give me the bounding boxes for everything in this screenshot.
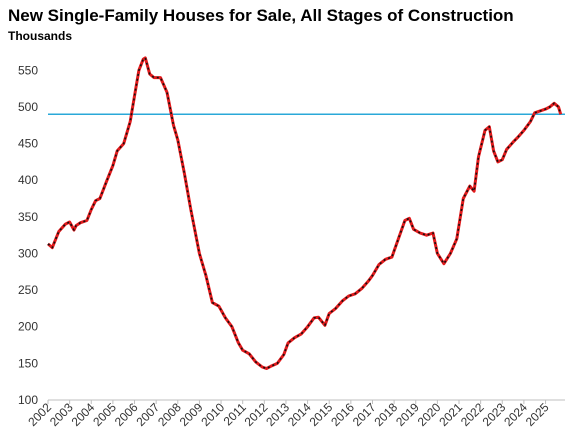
y-tick-label: 100: [18, 393, 38, 407]
x-tick-label: 2010: [198, 400, 227, 429]
x-tick-label: 2020: [415, 400, 444, 429]
y-tick-label: 350: [18, 210, 38, 224]
x-tick-label: 2011: [221, 400, 249, 428]
x-tick-label: 2021: [436, 400, 465, 429]
y-tick-label: 150: [18, 356, 38, 370]
x-tick-label: 2022: [458, 400, 487, 429]
y-tick-label: 550: [18, 63, 38, 77]
x-tick-label: 2018: [371, 400, 400, 429]
x-tick-label: 2005: [90, 400, 119, 429]
x-tick-label: 2016: [328, 400, 357, 429]
x-tick-label: 2023: [480, 400, 509, 429]
x-tick-label: 2017: [350, 400, 379, 429]
y-tick-label: 400: [18, 173, 38, 187]
x-tick-label: 2024: [501, 400, 530, 429]
x-tick-label: 2015: [307, 400, 336, 429]
y-tick-label: 200: [18, 320, 38, 334]
y-tick-label: 300: [18, 246, 38, 260]
x-tick-label: 2003: [47, 400, 76, 429]
x-tick-label: 2004: [69, 400, 98, 429]
series-group: [47, 56, 563, 370]
series-line-dots: [47, 57, 562, 370]
chart-title: New Single-Family Houses for Sale, All S…: [8, 6, 514, 25]
x-axis-ticks: 2002200320042005200620072008200920102011…: [25, 400, 552, 429]
series-line: [47, 56, 563, 370]
y-tick-label: 450: [18, 137, 38, 151]
x-tick-label: 2019: [393, 400, 422, 429]
x-tick-label: 2007: [133, 400, 162, 429]
x-tick-label: 2009: [177, 400, 206, 429]
x-tick-label: 2008: [155, 400, 184, 429]
x-tick-label: 2025: [523, 400, 552, 429]
x-tick-label: 2014: [285, 400, 314, 429]
y-tick-label: 250: [18, 283, 38, 297]
x-tick-label: 2012: [242, 400, 271, 429]
x-tick-label: 2006: [112, 400, 141, 429]
y-tick-label: 500: [18, 100, 38, 114]
x-tick-label: 2013: [263, 400, 292, 429]
chart-subtitle: Thousands: [8, 29, 73, 43]
y-axis-ticks: 100 150 200 250 300 350 400 450 500 550: [18, 63, 38, 407]
